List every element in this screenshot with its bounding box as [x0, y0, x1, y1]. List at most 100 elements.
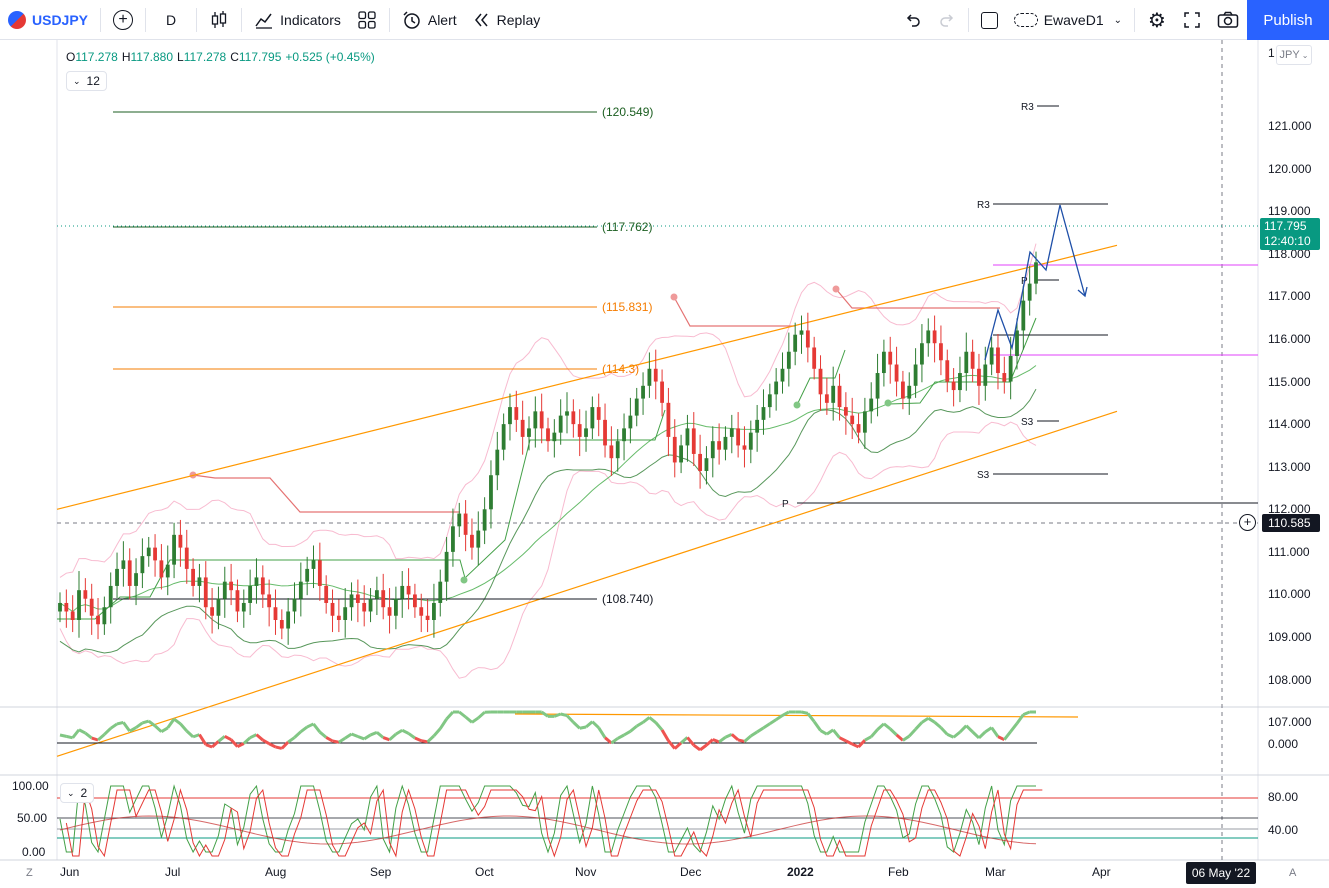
redo-button[interactable] [930, 0, 964, 40]
candle-body [869, 398, 874, 412]
candle-body [780, 368, 785, 382]
stop-dot [460, 576, 468, 584]
candle-body [305, 568, 310, 582]
candle-body [457, 513, 462, 527]
stochastic-pane[interactable] [57, 784, 1258, 858]
add-plus-icon[interactable]: + [1239, 514, 1256, 531]
osc-segment [927, 716, 936, 724]
templates-button[interactable] [349, 0, 385, 40]
fullscreen-button[interactable] [1175, 0, 1209, 40]
candle-body [514, 407, 519, 420]
chart-canvas[interactable]: (120.549) (117.762) (115.831) (114.3) (1… [0, 40, 1329, 888]
pivot-label: S3 [1021, 417, 1034, 428]
currency-button[interactable]: JPY ⌄ [1276, 45, 1312, 65]
osc-segment [306, 722, 315, 729]
osc-segment [185, 729, 195, 738]
stochastic-lines [59, 784, 1043, 858]
candle-body [996, 347, 1000, 374]
candle-body [894, 364, 899, 382]
stoch-k-line [59, 784, 1036, 854]
candle-body [83, 590, 88, 599]
zoom-button[interactable]: Z [26, 867, 33, 879]
candle-body [634, 398, 639, 416]
open-key: O [66, 50, 76, 64]
candle-body [400, 585, 405, 599]
symbol-search[interactable]: USDJPY [0, 0, 96, 40]
osc-segment [350, 732, 359, 738]
osc-segment [344, 732, 353, 740]
snapshot-button[interactable] [1209, 0, 1247, 40]
osc-segment [166, 718, 176, 729]
candle-body [989, 347, 994, 365]
candle-body [964, 351, 969, 374]
interval-button[interactable]: D [150, 0, 192, 40]
price-tick: 117.000 [1268, 289, 1311, 304]
osc-segment [762, 722, 771, 730]
undo-button[interactable] [896, 0, 930, 40]
osc-segment [217, 735, 226, 743]
channel-upper-line[interactable] [56, 244, 1118, 510]
osc-indicator-toggle[interactable]: ⌄ 2 [60, 783, 95, 803]
stop-dot [793, 401, 801, 409]
stoch-left-tick: 0.00 [22, 845, 46, 859]
candle-body [881, 351, 886, 374]
osc-segment [749, 730, 758, 738]
layout-checkbox[interactable] [973, 0, 1006, 40]
auto-scale-button[interactable]: A [1289, 867, 1297, 879]
osc-segment [128, 726, 137, 733]
osc-segment [97, 733, 106, 742]
osc-segment [141, 719, 150, 725]
osc-segment [699, 743, 708, 752]
candlestick-series[interactable] [58, 251, 1038, 645]
osc-segment [382, 736, 391, 742]
alert-button[interactable]: Alert [394, 0, 465, 40]
candle-body [501, 424, 506, 450]
wave-projection[interactable] [984, 204, 1086, 361]
osc-segment [845, 739, 853, 746]
candle-body [603, 419, 607, 446]
osc-segment [338, 736, 347, 744]
osc-segment [255, 733, 264, 742]
osc-segment [439, 718, 448, 730]
osc-segment [660, 729, 670, 742]
settings-button[interactable]: ⚙ [1139, 0, 1175, 40]
osc-segment [832, 728, 841, 739]
candle-body [843, 407, 848, 416]
oscillator-pane[interactable] [57, 710, 1079, 752]
osc-segment [78, 728, 87, 735]
indicator-toggle[interactable]: ⌄ 12 [66, 71, 107, 91]
osc-segment [147, 719, 156, 728]
osc-trendline[interactable] [514, 713, 1079, 718]
layout-name-button[interactable]: EwaveD1 ⌄ [1006, 0, 1130, 40]
publish-button[interactable]: Publish [1247, 0, 1329, 40]
bollinger-bands [59, 243, 1037, 679]
osc-segment [585, 720, 594, 729]
bb-lower [59, 421, 1037, 679]
compare-button[interactable]: + [105, 0, 141, 40]
price-tick: 108.000 [1268, 672, 1312, 687]
osc-segment [579, 725, 587, 730]
osc-segment [275, 745, 283, 750]
candles-icon [212, 10, 227, 28]
channel-lower-line[interactable] [56, 410, 1118, 757]
candle-body [793, 334, 798, 352]
stop-line-green [796, 349, 846, 406]
candle-body [837, 385, 842, 408]
osc-segment [375, 731, 385, 739]
osc-segment [66, 734, 73, 740]
indicators-button[interactable]: Indicators [246, 0, 349, 40]
osc-segment [604, 736, 613, 745]
symbol-name[interactable]: USDJPY [32, 11, 89, 28]
alarm-clock-icon [403, 10, 420, 29]
candle-body [58, 602, 62, 612]
replay-button[interactable]: Replay [465, 0, 549, 40]
osc-segment [211, 740, 220, 749]
candle-body [901, 381, 905, 399]
chart-type-button[interactable] [201, 0, 237, 40]
candle-body [463, 513, 468, 535]
candle-body [362, 602, 367, 612]
osc-segment [673, 741, 683, 750]
candle-body [267, 594, 272, 608]
candle-body [533, 411, 538, 429]
candle-body [565, 411, 569, 416]
